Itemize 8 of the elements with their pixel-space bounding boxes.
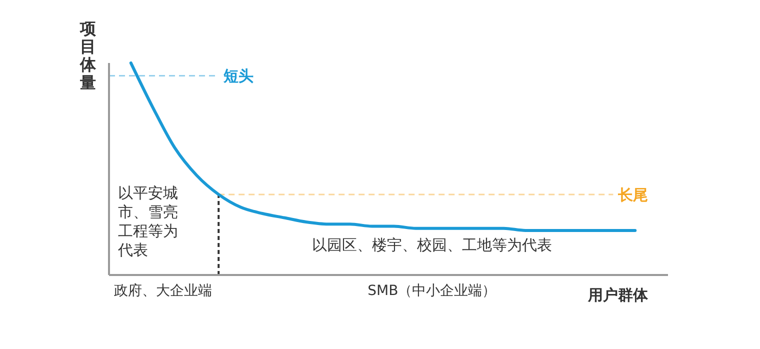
x-axis-title: 用户群体 [588,286,648,305]
y-axis-title: 项目体量 [80,19,97,92]
ref-line-label: 短头 [222,67,254,86]
text: 政府、大企业端 [112,282,213,300]
annotation: 以平安城市、雪亮工程等为代表 [118,184,179,260]
text: SMB（中小企业端） [368,283,496,299]
ref-line-label: 长尾 [617,186,648,204]
annotation: 以园区、楼宇、校园、工地等为代表 [310,236,553,255]
